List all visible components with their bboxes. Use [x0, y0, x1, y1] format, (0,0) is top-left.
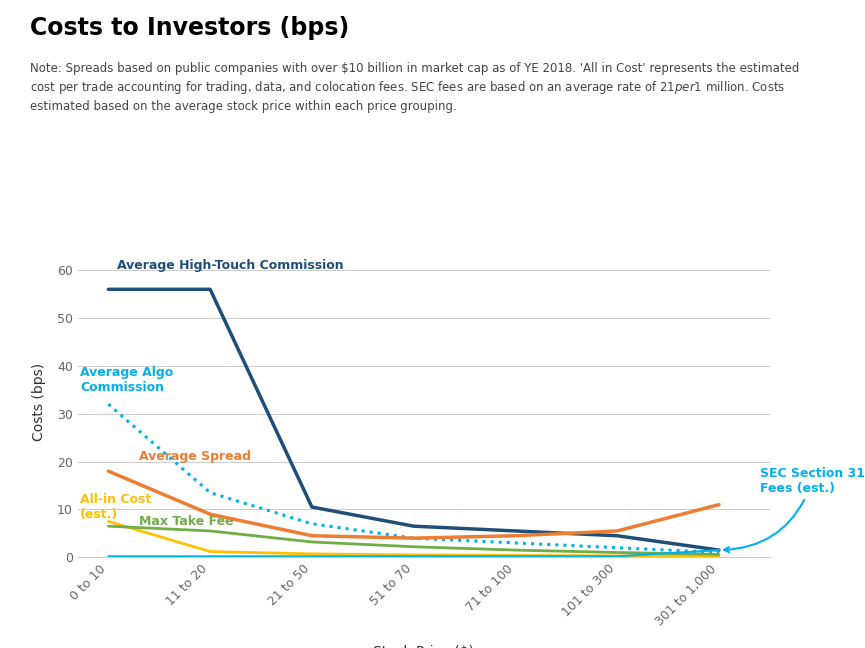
Text: Max Take Fee: Max Take Fee [139, 515, 234, 528]
Text: Average Algo
Commission: Average Algo Commission [80, 366, 173, 394]
Text: Average Spread: Average Spread [139, 450, 251, 463]
Y-axis label: Costs (bps): Costs (bps) [32, 363, 46, 441]
Text: Average High-Touch Commission: Average High-Touch Commission [117, 259, 343, 272]
Text: All-in Cost
(est.): All-in Cost (est.) [80, 493, 151, 521]
Text: Note: Spreads based on public companies with over $10 billion in market cap as o: Note: Spreads based on public companies … [30, 62, 799, 113]
X-axis label: Stock Price ($): Stock Price ($) [374, 645, 474, 648]
Text: SEC Section 31
Fees (est.): SEC Section 31 Fees (est.) [724, 467, 865, 552]
Text: Costs to Investors (bps): Costs to Investors (bps) [30, 16, 349, 40]
